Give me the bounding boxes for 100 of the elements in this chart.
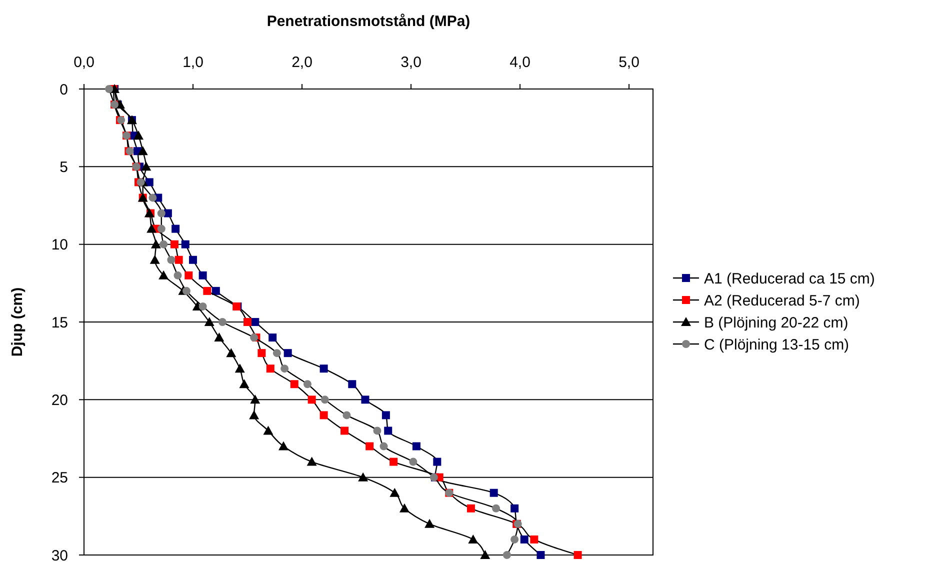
point bbox=[308, 396, 316, 404]
point bbox=[172, 224, 180, 233]
point bbox=[250, 394, 260, 404]
point bbox=[150, 254, 160, 264]
point bbox=[466, 504, 475, 512]
point bbox=[361, 396, 370, 404]
point bbox=[174, 256, 183, 264]
point bbox=[320, 396, 329, 404]
legend-label: C (Plöjning 13-15 cm) bbox=[704, 336, 850, 354]
point bbox=[520, 535, 528, 544]
point bbox=[399, 503, 410, 512]
point bbox=[234, 364, 245, 373]
point bbox=[268, 334, 277, 342]
y-tick-label: 5 bbox=[60, 158, 68, 176]
legend-label: A1 (Reducerad ca 15 cm) bbox=[704, 270, 875, 288]
point bbox=[258, 349, 266, 358]
point bbox=[138, 146, 148, 156]
point bbox=[280, 364, 289, 373]
point bbox=[148, 194, 157, 202]
point bbox=[468, 534, 478, 544]
x-axis-title: Penetrationsmotstånd (MPa) bbox=[266, 13, 470, 30]
point bbox=[390, 488, 400, 497]
y-tick-label: 20 bbox=[51, 392, 68, 409]
x-tick-label: 3,0 bbox=[400, 54, 422, 71]
point bbox=[380, 442, 388, 450]
point bbox=[366, 442, 374, 450]
point bbox=[272, 349, 281, 358]
point bbox=[530, 535, 538, 544]
point bbox=[218, 318, 226, 326]
point bbox=[306, 456, 317, 466]
point bbox=[490, 488, 498, 497]
point bbox=[182, 286, 190, 295]
point bbox=[144, 208, 154, 218]
y-tick-label: 30 bbox=[51, 547, 68, 562]
point bbox=[320, 364, 328, 373]
point bbox=[373, 426, 382, 435]
point bbox=[424, 518, 435, 528]
point bbox=[184, 271, 193, 280]
point bbox=[239, 379, 250, 388]
point bbox=[358, 472, 368, 482]
point bbox=[536, 551, 545, 559]
point bbox=[384, 426, 392, 435]
point bbox=[170, 240, 178, 248]
y-axis-title: Djup (cm) bbox=[9, 287, 26, 357]
point bbox=[278, 441, 288, 450]
point bbox=[158, 270, 169, 280]
point bbox=[134, 130, 144, 140]
point bbox=[412, 442, 420, 450]
x-tick-label: 1,0 bbox=[182, 54, 204, 71]
x-tick-label: 2,0 bbox=[292, 54, 312, 71]
legend-label: B (Plöjning 20-22 cm) bbox=[704, 314, 848, 332]
point bbox=[480, 550, 490, 559]
point bbox=[174, 271, 182, 280]
point bbox=[212, 286, 220, 295]
point bbox=[145, 178, 154, 186]
point bbox=[303, 380, 312, 388]
point bbox=[502, 551, 511, 559]
point bbox=[136, 178, 145, 186]
point bbox=[284, 349, 292, 358]
point bbox=[198, 302, 207, 310]
x-tick-label: 5,0 bbox=[618, 54, 640, 71]
point bbox=[189, 256, 198, 264]
point bbox=[348, 380, 356, 388]
point bbox=[510, 504, 519, 512]
point bbox=[263, 426, 274, 435]
x-tick-label: 4,0 bbox=[510, 54, 530, 71]
point bbox=[290, 380, 298, 388]
point bbox=[574, 551, 582, 559]
y-tick-label: 25 bbox=[51, 470, 68, 487]
legend-label: A2 (Reducerad 5-7 cm) bbox=[704, 292, 860, 310]
point bbox=[167, 256, 176, 264]
point bbox=[164, 209, 172, 218]
point bbox=[150, 239, 161, 248]
point bbox=[105, 85, 114, 93]
point bbox=[382, 411, 390, 420]
point bbox=[198, 271, 207, 280]
point bbox=[433, 458, 442, 466]
point bbox=[320, 411, 328, 420]
y-tick-label: 0 bbox=[60, 81, 68, 98]
point bbox=[266, 364, 274, 373]
point bbox=[226, 348, 236, 358]
point bbox=[249, 410, 260, 420]
point bbox=[157, 209, 166, 218]
x-tick-label: 0,0 bbox=[74, 54, 94, 71]
point bbox=[244, 318, 252, 326]
point bbox=[390, 458, 398, 466]
point bbox=[141, 162, 152, 171]
point bbox=[181, 240, 190, 248]
point bbox=[251, 318, 260, 326]
point bbox=[204, 317, 214, 326]
point bbox=[203, 286, 212, 295]
y-tick-label: 10 bbox=[51, 236, 68, 254]
point bbox=[409, 458, 418, 466]
point bbox=[340, 426, 349, 435]
point bbox=[157, 224, 166, 233]
point bbox=[160, 240, 168, 248]
y-tick-label: 15 bbox=[51, 314, 68, 332]
point bbox=[510, 535, 519, 544]
point bbox=[146, 224, 157, 233]
point bbox=[342, 411, 351, 420]
